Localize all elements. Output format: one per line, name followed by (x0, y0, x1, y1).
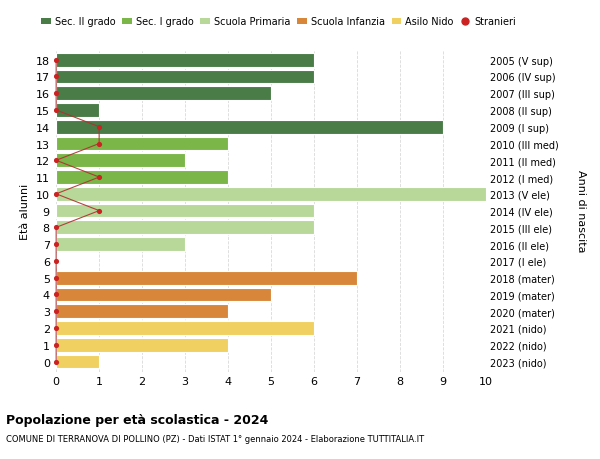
Point (52, 191, 61, 198)
Point (52, 341, 61, 349)
Point (94, 140, 104, 148)
Bar (56, 137, 228, 151)
Bar (56, 221, 314, 235)
Bar (56, 271, 357, 285)
Bar (56, 204, 314, 218)
Point (52, 90, 61, 98)
Point (52, 257, 61, 265)
Bar (56, 305, 228, 319)
Bar (56, 104, 99, 118)
Bar (56, 355, 99, 369)
Text: Popolazione per età scolastica - 2024: Popolazione per età scolastica - 2024 (6, 413, 268, 426)
Point (52, 274, 61, 282)
Bar (56, 171, 228, 185)
Bar (56, 70, 314, 84)
Point (52, 157, 61, 165)
Bar (56, 288, 271, 302)
Y-axis label: Anni di nascita: Anni di nascita (575, 170, 586, 252)
Point (52, 291, 61, 298)
Point (52, 73, 61, 81)
Bar (56, 338, 228, 352)
Point (52, 224, 61, 231)
Bar (56, 121, 443, 134)
Point (52, 358, 61, 365)
Bar (56, 321, 314, 335)
Y-axis label: Età alunni: Età alunni (20, 183, 30, 239)
Point (52, 241, 61, 248)
Bar (56, 188, 486, 201)
Point (94, 124, 104, 131)
Text: COMUNE DI TERRANOVA DI POLLINO (PZ) - Dati ISTAT 1° gennaio 2024 - Elaborazione : COMUNE DI TERRANOVA DI POLLINO (PZ) - Da… (6, 434, 424, 443)
Point (94, 207, 104, 215)
Point (52, 57, 61, 64)
Point (52, 308, 61, 315)
Bar (56, 54, 314, 67)
Bar (56, 154, 185, 168)
Legend: Sec. II grado, Sec. I grado, Scuola Primaria, Scuola Infanzia, Asilo Nido, Stran: Sec. II grado, Sec. I grado, Scuola Prim… (37, 14, 520, 31)
Point (52, 325, 61, 332)
Bar (56, 87, 271, 101)
Point (94, 174, 104, 181)
Bar (56, 238, 185, 252)
Point (52, 107, 61, 114)
